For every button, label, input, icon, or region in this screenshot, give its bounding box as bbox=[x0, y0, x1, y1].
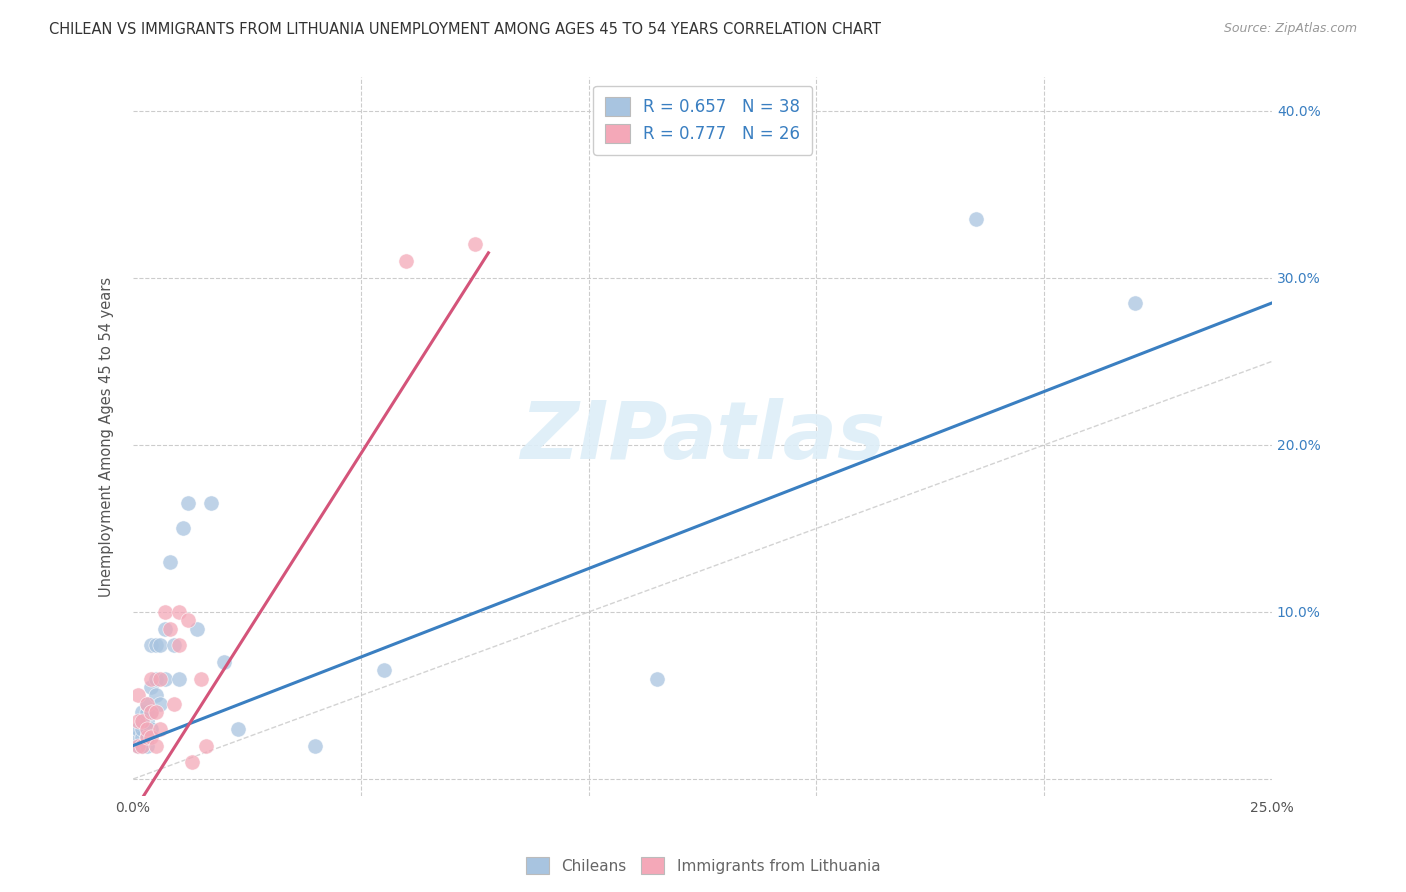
Point bbox=[159, 622, 181, 636]
Point bbox=[200, 496, 222, 510]
Point bbox=[135, 730, 157, 744]
Point bbox=[141, 730, 163, 744]
Point bbox=[153, 605, 176, 619]
Point bbox=[149, 672, 172, 686]
Point bbox=[153, 622, 176, 636]
Point bbox=[131, 739, 153, 753]
Point bbox=[127, 689, 149, 703]
Point bbox=[149, 722, 172, 736]
Point bbox=[141, 672, 163, 686]
Point bbox=[135, 697, 157, 711]
Point bbox=[141, 705, 163, 719]
Point bbox=[145, 705, 167, 719]
Point bbox=[135, 730, 157, 744]
Point bbox=[212, 655, 235, 669]
Point bbox=[167, 605, 190, 619]
Point bbox=[395, 254, 418, 268]
Point bbox=[131, 705, 153, 719]
Point bbox=[167, 639, 190, 653]
Point bbox=[141, 680, 163, 694]
Point bbox=[131, 722, 153, 736]
Point bbox=[135, 714, 157, 728]
Text: CHILEAN VS IMMIGRANTS FROM LITHUANIA UNEMPLOYMENT AMONG AGES 45 TO 54 YEARS CORR: CHILEAN VS IMMIGRANTS FROM LITHUANIA UNE… bbox=[49, 22, 882, 37]
Point bbox=[127, 739, 149, 753]
Point bbox=[163, 697, 186, 711]
Point bbox=[149, 697, 172, 711]
Point bbox=[141, 705, 163, 719]
Point bbox=[965, 212, 987, 227]
Point bbox=[304, 739, 326, 753]
Y-axis label: Unemployment Among Ages 45 to 54 years: Unemployment Among Ages 45 to 54 years bbox=[100, 277, 114, 597]
Point bbox=[464, 237, 486, 252]
Point bbox=[177, 496, 200, 510]
Point bbox=[131, 730, 153, 744]
Point bbox=[645, 672, 668, 686]
Point bbox=[131, 739, 153, 753]
Point bbox=[190, 672, 212, 686]
Text: Source: ZipAtlas.com: Source: ZipAtlas.com bbox=[1223, 22, 1357, 36]
Point bbox=[141, 722, 163, 736]
Point bbox=[226, 722, 249, 736]
Text: ZIPatlas: ZIPatlas bbox=[520, 398, 884, 475]
Point bbox=[127, 739, 149, 753]
Point bbox=[127, 714, 149, 728]
Point bbox=[135, 722, 157, 736]
Point bbox=[145, 689, 167, 703]
Point bbox=[145, 639, 167, 653]
Legend: Chileans, Immigrants from Lithuania: Chileans, Immigrants from Lithuania bbox=[520, 851, 886, 880]
Point bbox=[177, 613, 200, 627]
Legend: R = 0.657   N = 38, R = 0.777   N = 26: R = 0.657 N = 38, R = 0.777 N = 26 bbox=[593, 86, 811, 155]
Point bbox=[131, 714, 153, 728]
Point bbox=[167, 672, 190, 686]
Point bbox=[1123, 296, 1146, 310]
Point bbox=[195, 739, 218, 753]
Point bbox=[149, 639, 172, 653]
Point bbox=[135, 705, 157, 719]
Point bbox=[141, 639, 163, 653]
Point bbox=[145, 672, 167, 686]
Point bbox=[127, 722, 149, 736]
Point bbox=[181, 756, 204, 770]
Point bbox=[131, 714, 153, 728]
Point bbox=[135, 739, 157, 753]
Point bbox=[153, 672, 176, 686]
Point bbox=[127, 730, 149, 744]
Point bbox=[186, 622, 208, 636]
Point bbox=[159, 555, 181, 569]
Point bbox=[172, 521, 194, 535]
Point bbox=[163, 639, 186, 653]
Point bbox=[373, 664, 395, 678]
Point bbox=[135, 697, 157, 711]
Point bbox=[145, 739, 167, 753]
